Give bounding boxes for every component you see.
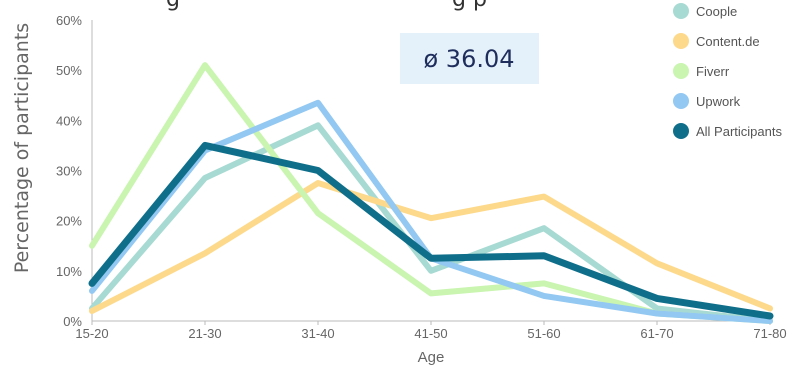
chart-title-fragment-right: g p [452, 0, 487, 12]
y-axis-title: Percentage of participants [11, 23, 33, 273]
x-tick-label: 31-40 [301, 326, 334, 341]
x-tick-label: 61-70 [640, 326, 673, 341]
legend-label: Fiverr [696, 64, 730, 79]
series-line-content-de [89, 180, 773, 314]
legend-marker [673, 3, 689, 19]
average-annotation: ø 36.04 [400, 33, 539, 84]
y-tick-label: 60% [56, 13, 82, 28]
x-tick-label: 51-60 [527, 326, 560, 341]
series-line-upwork [89, 99, 773, 324]
legend-marker [673, 33, 689, 49]
y-tick-labels: 0% 10% 20% 30% 40% 50% 60% [56, 13, 82, 329]
x-axis-title: Age [418, 349, 445, 365]
y-tick-label: 0% [63, 314, 82, 329]
legend: Coople Content.de Fiverr Upwork All Particip… [673, 3, 782, 139]
y-tick-label: 20% [56, 214, 82, 229]
y-tick-label: 10% [56, 264, 82, 279]
legend-label: Upwork [696, 94, 741, 109]
legend-marker [673, 63, 689, 79]
average-value: ø 36.04 [423, 45, 514, 73]
chart-title-fragment-left: g [166, 0, 180, 12]
series-line-all-participants [88, 141, 774, 320]
legend-marker [673, 123, 689, 139]
y-tick-label: 40% [56, 113, 82, 128]
x-tick-labels: 15-20 21-30 31-40 41-50 51-60 61-70 71-80 [75, 321, 787, 341]
x-tick-label: 71-80 [753, 326, 786, 341]
legend-label: Coople [696, 4, 737, 19]
legend-marker [673, 93, 689, 109]
series-line-coople [89, 122, 773, 324]
legend-label: All Participants [696, 124, 782, 139]
x-tick-label: 21-30 [188, 326, 221, 341]
x-tick-label: 15-20 [75, 326, 108, 341]
y-tick-label: 30% [56, 164, 82, 179]
y-tick-label: 50% [56, 63, 82, 78]
x-tick-label: 41-50 [414, 326, 447, 341]
series-layer [88, 62, 774, 324]
legend-label: Content.de [696, 34, 760, 49]
average-box [400, 33, 539, 84]
